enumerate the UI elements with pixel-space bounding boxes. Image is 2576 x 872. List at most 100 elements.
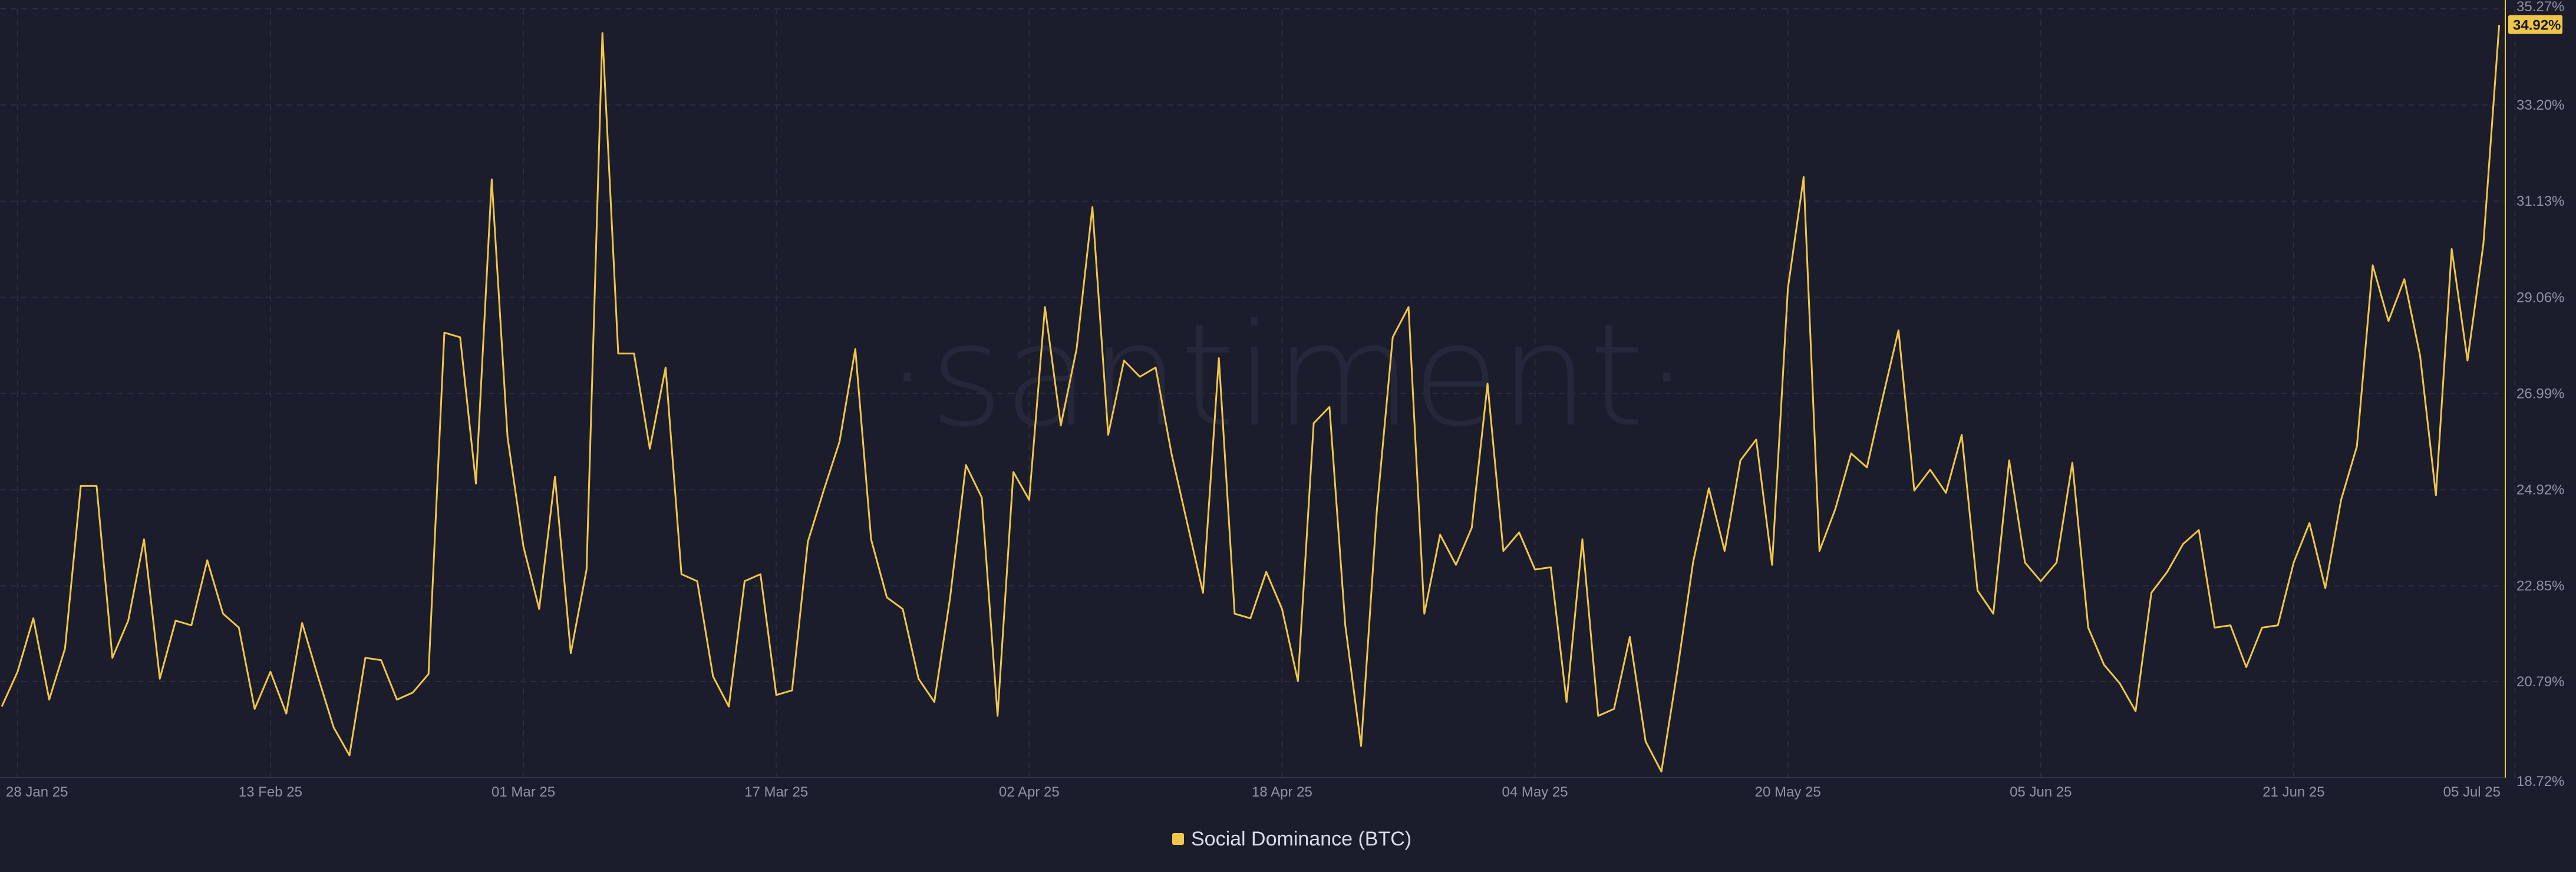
data-point[interactable]	[1264, 570, 1269, 574]
data-point[interactable]	[1533, 567, 1538, 572]
data-point[interactable]	[1944, 491, 1948, 495]
data-point[interactable]	[1390, 335, 1395, 340]
data-point[interactable]	[205, 558, 210, 562]
data-point[interactable]	[2039, 579, 2043, 584]
data-point[interactable]	[806, 539, 810, 544]
data-point[interactable]	[94, 483, 99, 488]
data-point[interactable]	[363, 656, 368, 660]
data-point[interactable]	[2465, 358, 2470, 363]
data-point[interactable]	[1754, 437, 1759, 442]
data-point[interactable]	[2386, 318, 2391, 323]
data-point[interactable]	[2054, 560, 2059, 565]
data-point[interactable]	[2481, 242, 2486, 246]
data-point[interactable]	[1548, 565, 1553, 570]
data-point[interactable]	[1596, 713, 1601, 718]
data-point[interactable]	[1881, 395, 1885, 400]
data-point[interactable]	[1469, 525, 1474, 530]
data-point[interactable]	[663, 365, 668, 370]
data-point[interactable]	[2260, 626, 2264, 630]
data-point[interactable]	[964, 463, 968, 468]
data-point[interactable]	[2086, 626, 2090, 630]
data-point[interactable]	[2212, 626, 2217, 630]
data-point[interactable]	[995, 713, 1000, 718]
data-point[interactable]	[1011, 470, 1015, 475]
data-point[interactable]	[1438, 532, 1443, 537]
data-point[interactable]	[1185, 521, 1190, 525]
data-point[interactable]	[632, 351, 636, 356]
data-point[interactable]	[1643, 739, 1648, 744]
data-point[interactable]	[1722, 548, 1727, 553]
data-point[interactable]	[1374, 507, 1379, 512]
data-point[interactable]	[126, 618, 131, 623]
data-point[interactable]	[426, 672, 431, 676]
data-point[interactable]	[1027, 498, 1031, 502]
data-point[interactable]	[1928, 468, 1932, 472]
data-point[interactable]	[1122, 358, 1126, 363]
data-point[interactable]	[189, 623, 194, 628]
data-point[interactable]	[648, 446, 652, 451]
data-point[interactable]	[1517, 530, 1522, 535]
data-point[interactable]	[774, 693, 779, 697]
data-point[interactable]	[837, 439, 842, 444]
data-point[interactable]	[569, 651, 573, 656]
data-point[interactable]	[1248, 616, 1253, 621]
data-point[interactable]	[1991, 611, 1996, 616]
data-point[interactable]	[157, 676, 162, 681]
data-point[interactable]	[822, 488, 826, 493]
data-point[interactable]	[584, 567, 589, 572]
data-point[interactable]	[1912, 488, 1917, 493]
data-point[interactable]	[62, 646, 67, 651]
data-point[interactable]	[901, 607, 905, 611]
data-point[interactable]	[1691, 560, 1696, 565]
data-point[interactable]	[1406, 305, 1411, 310]
data-point[interactable]	[315, 674, 320, 679]
data-point[interactable]	[1580, 537, 1585, 542]
data-point[interactable]	[537, 607, 542, 611]
data-point[interactable]	[2354, 444, 2359, 449]
data-point[interactable]	[1675, 669, 1680, 674]
data-point[interactable]	[2449, 246, 2454, 251]
data-point[interactable]	[15, 669, 20, 674]
data-point[interactable]	[790, 688, 794, 693]
data-point[interactable]	[1295, 679, 1300, 683]
data-point[interactable]	[284, 711, 289, 716]
data-point[interactable]	[2291, 560, 2296, 565]
data-point[interactable]	[1074, 347, 1079, 351]
data-point[interactable]	[331, 725, 336, 730]
data-point[interactable]	[2370, 263, 2375, 268]
data-point[interactable]	[47, 697, 51, 702]
data-point[interactable]	[932, 700, 936, 705]
data-point[interactable]	[1501, 548, 1506, 553]
data-point[interactable]	[2133, 709, 2138, 713]
data-point[interactable]	[521, 544, 526, 549]
data-point[interactable]	[1216, 356, 1221, 361]
data-point[interactable]	[695, 579, 700, 584]
data-point[interactable]	[442, 330, 447, 335]
data-point[interactable]	[1232, 611, 1237, 616]
data-point[interactable]	[173, 618, 178, 623]
data-point[interactable]	[2497, 23, 2502, 28]
data-point[interactable]	[268, 669, 273, 674]
data-point[interactable]	[220, 611, 225, 616]
data-point[interactable]	[2007, 458, 2011, 463]
data-point[interactable]	[2070, 460, 2074, 465]
data-point[interactable]	[1422, 611, 1427, 616]
data-point[interactable]	[1738, 458, 1743, 463]
legend[interactable]: Social Dominance (BTC)	[1172, 828, 1411, 850]
data-point[interactable]	[1975, 588, 1980, 593]
data-point[interactable]	[743, 579, 747, 584]
data-point[interactable]	[2149, 590, 2154, 595]
data-point[interactable]	[1200, 590, 1205, 595]
data-point[interactable]	[758, 572, 763, 577]
data-point[interactable]	[885, 595, 889, 600]
data-point[interactable]	[1311, 421, 1316, 426]
data-point[interactable]	[2307, 521, 2312, 525]
data-point[interactable]	[1817, 548, 1822, 553]
data-point[interactable]	[1627, 634, 1632, 639]
data-point[interactable]	[1707, 486, 1711, 491]
data-point[interactable]	[727, 704, 731, 709]
data-point[interactable]	[395, 697, 400, 702]
data-point[interactable]	[300, 621, 305, 626]
data-point[interactable]	[553, 474, 558, 479]
data-point[interactable]	[2417, 354, 2422, 358]
